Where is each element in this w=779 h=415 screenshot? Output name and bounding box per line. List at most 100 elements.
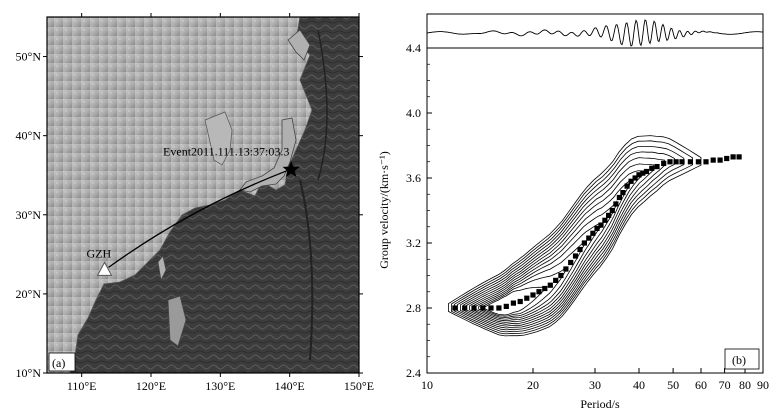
dispersion-point [572,253,579,259]
dispersion-point [488,305,494,311]
x-tick-label: 20 [527,378,539,392]
lon-tick-label: 120°E [136,379,166,393]
dispersion-point [717,157,723,163]
dispersion-point [636,172,642,178]
dispersion-point [640,170,646,176]
lon-tick-label: 130°E [205,379,235,393]
dispersion-point [586,235,592,241]
contour-line [454,146,685,333]
dispersion-point [667,159,673,165]
panel-a-label: (a) [52,356,65,370]
x-tick-label: 40 [633,378,645,392]
dispersion-point [524,295,530,301]
dispersion-point [710,157,716,163]
dispersion-point [503,303,509,309]
korea-land [204,111,233,166]
dispersion-point [452,305,458,311]
dispersion-point [632,175,638,181]
dispersion-point [687,159,693,165]
dispersion-point [609,207,615,214]
y-tick-label: 4.4 [406,41,421,55]
y-axis: 2.4 2.8 3.2 3.6 4.0 4.4 [406,41,432,380]
dispersion-point [558,272,564,279]
dispersion-point [736,154,742,160]
dispersion-point [654,164,660,170]
y-tick-label: 3.2 [406,236,421,250]
x-tick-label: 10 [421,378,433,392]
taiwan-land [157,255,167,282]
y-tick-label: 3.6 [406,171,421,185]
x-tick-label: 90 [757,378,769,392]
dispersion-point [563,266,569,272]
map-frame [46,16,360,374]
x-tick-label: 60 [695,378,707,392]
dispersion-point [624,183,630,189]
panel-a-label-box [48,352,76,372]
lat-tick-label: 30°N [16,208,42,222]
event-label: Event2011.111.13:37:03.3 [163,145,289,159]
dispersion-point [530,292,536,298]
dispersion-point [480,305,486,311]
dispersion-point [730,154,736,160]
lat-tick-label: 10°N [16,366,42,380]
contour-line [448,135,702,337]
lon-axis: 110°E 120°E 130°E 140°E 150°E [67,13,374,393]
dispersion-point [547,282,553,288]
dispersion-point [679,159,685,165]
x-tick-label: 50 [667,378,679,392]
lon-tick-label: 110°E [67,379,97,393]
dispersion-point [496,305,502,311]
station-label: GZH [87,246,112,260]
panel-b-label: (b) [732,353,746,367]
dispersion-point [594,225,600,231]
lon-tick-label: 150°E [344,379,374,393]
dispersion-point [577,246,583,253]
waveform-trace [426,19,764,47]
energy-contours [448,135,702,337]
trench-line [299,179,314,361]
japan-land [239,29,311,193]
x-axis: 10 20 30 40 50 60 70 80 90 [421,368,769,392]
great-circle-path [108,170,288,268]
y-tick-label: 2.8 [406,301,421,315]
dispersion-point [581,240,587,246]
dispersion-point [510,300,516,306]
dispersion-point [616,194,622,201]
trench-line [317,29,328,181]
dispersion-point [462,305,468,311]
dispersion-point [602,217,608,223]
dispersion-points [452,154,742,311]
dispersion-point [649,165,655,171]
x-axis-label: Period/s [580,397,620,411]
lat-tick-label: 40°N [16,129,42,143]
dispersion-point [542,285,548,292]
dispersion-point [628,178,634,184]
dispersion-point [661,160,667,166]
lat-tick-label: 20°N [16,287,42,301]
philippines-land [167,295,187,347]
dispersion-point [620,190,626,196]
dispersion-point [643,168,650,175]
dispersion-point [606,212,612,218]
x-tick-label: 30 [589,378,601,392]
panel-b-label-box [724,348,760,370]
contour-line [451,140,693,335]
dispersion-point [673,159,679,165]
y-tick-label: 4.0 [406,106,421,120]
dispersion-point [724,155,730,162]
x-tick-label: 80 [739,378,751,392]
dispersion-point [517,298,523,305]
waveform-box [426,13,764,49]
dispersion-point [553,277,559,283]
y-axis-label: Group velocity/(km·s⁻¹) [377,151,391,269]
panel-a-map: GZH Event2011.111.13:37:03.3 10°N 20°N 30°… [16,13,374,393]
station-triangle-icon [96,261,113,276]
lat-axis: 10°N 20°N 30°N 40°N 50°N [16,50,363,380]
panel-b-dispersion: 2.4 2.8 3.2 3.6 4.0 4.4 10 20 30 40 50 60 70 80 90 Pe… [377,13,769,411]
dispersion-point [598,222,604,228]
dispersion-point [703,159,709,165]
lon-tick-label: 140°E [275,379,305,393]
dispersion-plot-area [426,47,764,374]
dispersion-point [590,230,596,236]
